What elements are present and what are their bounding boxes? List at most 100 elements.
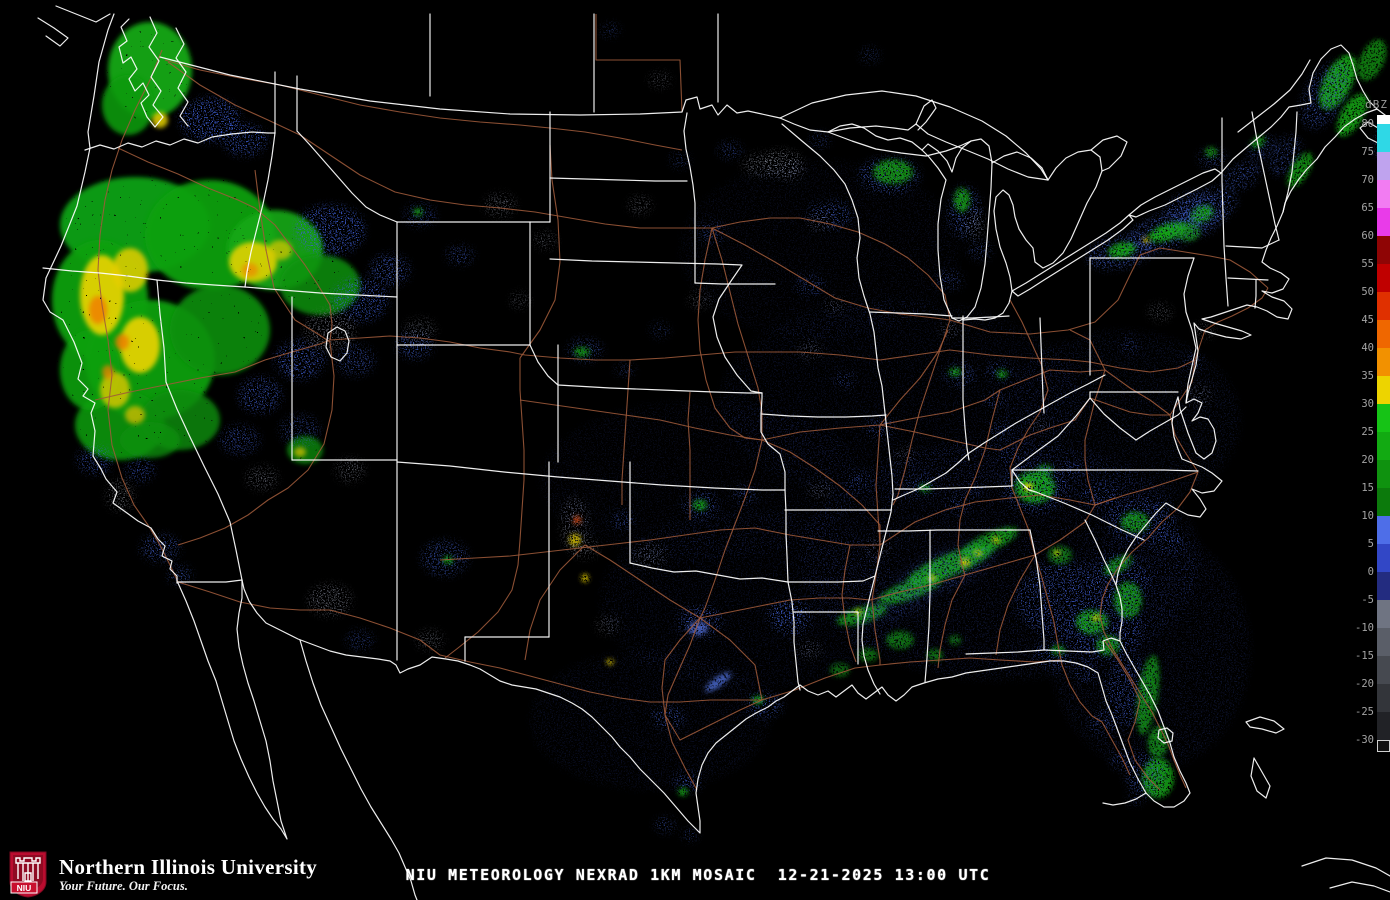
road-line [661, 617, 701, 716]
border-line [869, 311, 953, 317]
border-line [244, 132, 276, 288]
border-line [557, 384, 763, 394]
legend-tick: -15 [1355, 650, 1374, 662]
radar-echo [1176, 223, 1200, 241]
radar-echo [238, 377, 282, 413]
radar-echo [125, 406, 145, 424]
border-line [325, 326, 350, 362]
road-line [711, 217, 951, 321]
border-line [37, 17, 69, 47]
border-line [962, 149, 1103, 321]
legend-segment [1377, 264, 1390, 292]
border-line [159, 56, 781, 119]
border-line [549, 177, 688, 182]
radar-echo [1205, 147, 1217, 157]
road-line [519, 144, 561, 359]
radar-echo [954, 188, 970, 212]
radar-echo [223, 124, 267, 156]
border-line [1102, 792, 1147, 806]
radar-echo [655, 817, 675, 833]
radar-echo [1148, 303, 1172, 321]
radar-echo [140, 534, 180, 562]
radar-echo [170, 285, 270, 375]
legend-tick: 10 [1361, 510, 1374, 522]
radar-echo [335, 458, 365, 482]
road-line [937, 574, 966, 669]
border-line [55, 5, 111, 23]
legend-tick: 40 [1361, 342, 1374, 354]
road-line [519, 369, 1171, 441]
border-line [1135, 406, 1187, 441]
road-line [699, 497, 1116, 619]
radar-echo [180, 98, 240, 142]
university-tagline: Your Future. Our Focus. [59, 879, 188, 893]
radar-echo [600, 23, 620, 37]
road-line [697, 227, 763, 441]
legend-segment [1377, 432, 1390, 460]
radar-echo [346, 630, 374, 650]
radar-echo [308, 584, 352, 616]
radar-echo [540, 400, 860, 560]
legend-segment [1377, 376, 1390, 404]
radar-echo [965, 211, 985, 239]
border-line [894, 469, 1013, 490]
legend-tick: -30 [1355, 734, 1374, 746]
legend-segment [1377, 684, 1390, 712]
radar-echo [125, 458, 155, 482]
road-line [1103, 639, 1161, 791]
legend-segment [1377, 628, 1390, 656]
legend-segment [1377, 712, 1390, 740]
road-line [117, 147, 333, 341]
border-line [1011, 391, 1091, 471]
border-line [915, 99, 937, 131]
road-line [699, 617, 763, 701]
radar-echo [1286, 152, 1314, 188]
border-line [787, 575, 876, 583]
radar-echo [718, 141, 742, 159]
legend-tick: 0 [1367, 566, 1374, 578]
border-line [1237, 59, 1311, 133]
radar-echo [484, 193, 516, 217]
border-line [827, 131, 972, 157]
dbz-color-bar [1377, 115, 1390, 752]
radar-echo [1198, 148, 1226, 168]
radar-echo [574, 347, 590, 357]
road-line [957, 389, 1001, 576]
border-line [42, 13, 178, 584]
border-line [694, 282, 776, 285]
radar-echo [168, 565, 192, 585]
radar-echo [1108, 242, 1136, 258]
legend-segment [1377, 488, 1390, 516]
legend-tick: 80 [1361, 118, 1374, 130]
legend-segment [1377, 180, 1390, 208]
border-line [827, 123, 923, 151]
legend-tick: 5 [1367, 538, 1374, 550]
legend-tick: 30 [1361, 398, 1374, 410]
radar-echo [615, 363, 635, 377]
radar-echo [220, 425, 260, 455]
legend-tick: 65 [1361, 202, 1374, 214]
radar-echo [295, 205, 365, 255]
radar-echo [89, 296, 107, 324]
radar-echo [335, 344, 375, 376]
state-borders-coastlines [37, 5, 1390, 900]
border-line [1183, 257, 1197, 404]
border-line [761, 413, 887, 418]
border-line [299, 639, 418, 900]
radar-echo [1223, 161, 1261, 191]
border-line [1220, 44, 1390, 174]
legend-tick: -10 [1355, 622, 1374, 634]
radar-echo [229, 242, 277, 282]
radar-echo [416, 630, 444, 650]
radar-echo [678, 788, 688, 796]
border-line [1227, 277, 1269, 281]
road-line [664, 699, 763, 741]
border-line [175, 27, 189, 127]
border-line [877, 529, 1031, 532]
border-line [549, 258, 763, 394]
legend-segment [1377, 656, 1390, 684]
radar-echo [1300, 61, 1350, 129]
border-line [1011, 469, 1037, 493]
radar-echo [294, 447, 306, 457]
